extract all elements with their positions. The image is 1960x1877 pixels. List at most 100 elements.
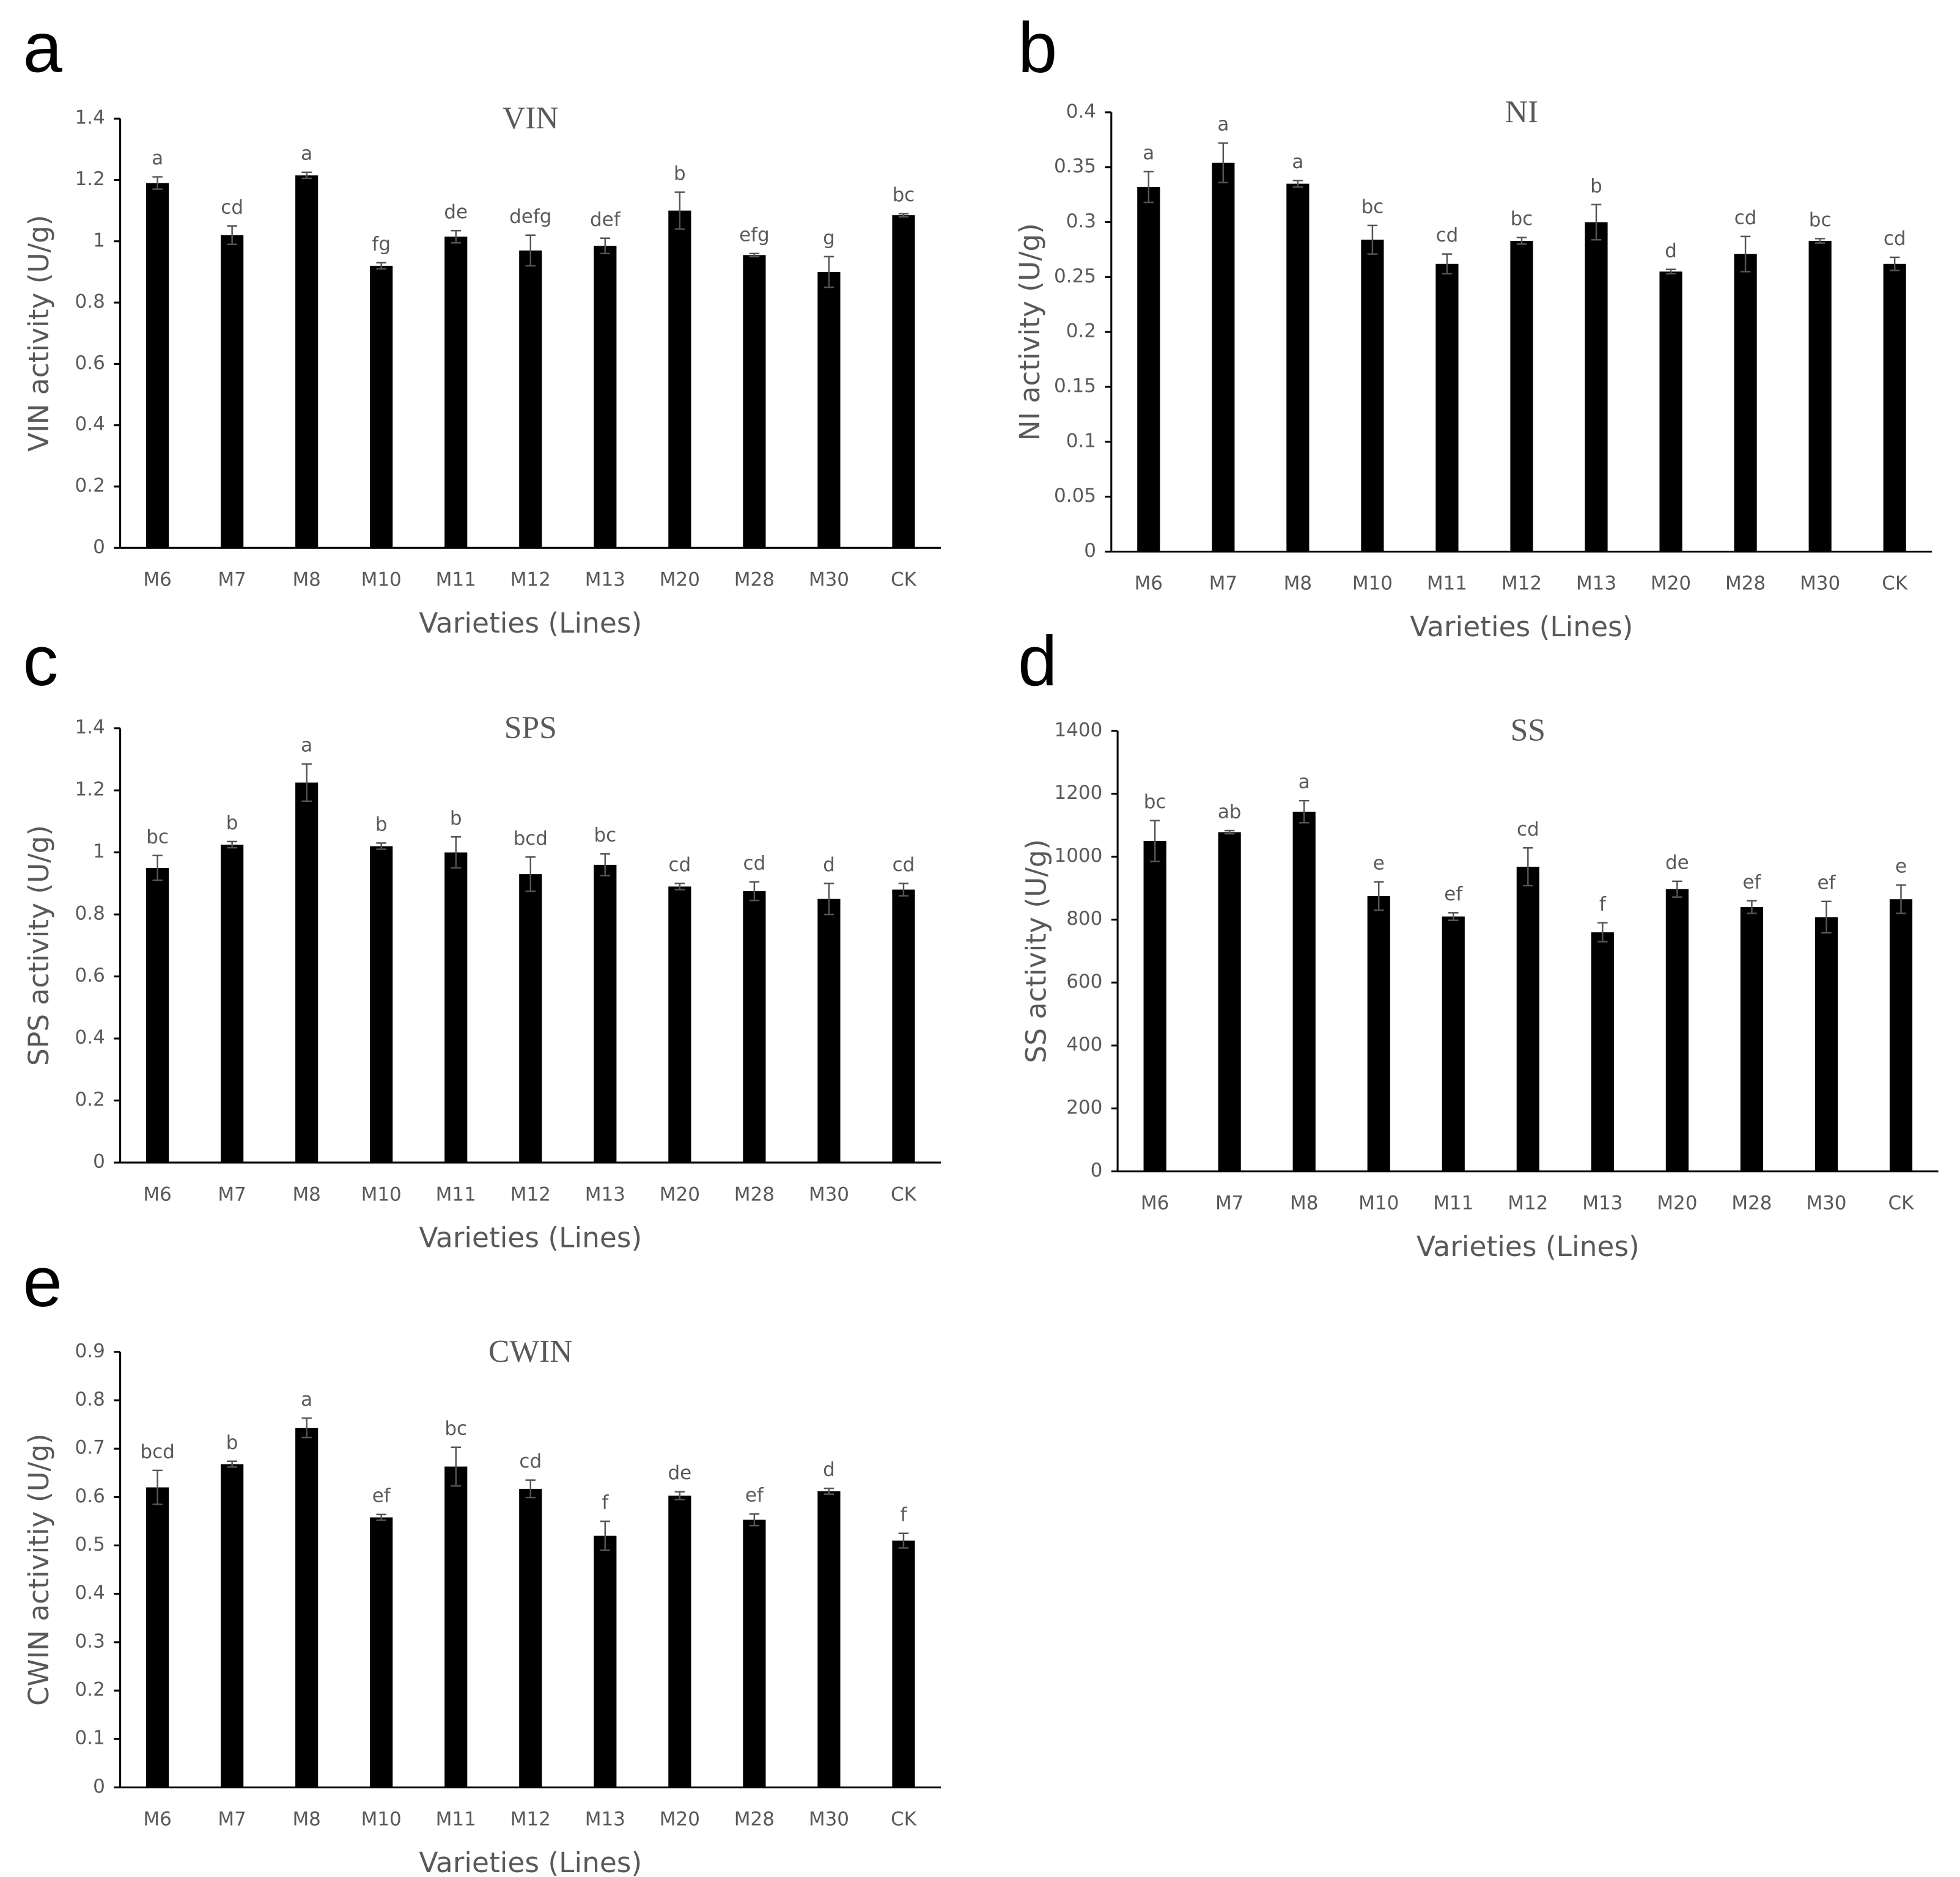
significance-label: b: [674, 163, 686, 185]
significance-label: de: [668, 1462, 691, 1484]
bar: [817, 898, 841, 1163]
x-tick-label: M12: [1508, 1192, 1548, 1214]
panel-label: c: [23, 621, 59, 700]
error-bar: [1591, 204, 1602, 241]
x-tick-label: M8: [292, 1183, 320, 1205]
y-tick-label: 0.5: [75, 1534, 105, 1556]
x-tick-label: CK: [891, 1809, 917, 1831]
x-tick-label: M13: [585, 1809, 625, 1831]
error-bar: [301, 763, 312, 803]
x-tick-label: M6: [143, 1809, 171, 1831]
error-bar: [1373, 881, 1384, 911]
significance-label: bc: [594, 825, 616, 847]
panel-label: e: [23, 1242, 62, 1321]
significance-label: bcd: [140, 1441, 174, 1463]
significance-label: a: [1299, 771, 1310, 793]
x-tick-label: CK: [891, 569, 917, 591]
error-bar: [376, 842, 386, 850]
error-bar: [1665, 268, 1676, 275]
x-tick-label: M6: [143, 1183, 171, 1205]
x-tick-label: M20: [1651, 573, 1691, 595]
y-tick-label: 1: [93, 840, 105, 862]
error-bar: [749, 881, 760, 902]
x-tick-label: M13: [1582, 1192, 1623, 1214]
bar: [1659, 271, 1682, 552]
x-tick-label: M13: [585, 569, 625, 591]
y-tick-label: 0.9: [75, 1340, 105, 1362]
error-bar: [227, 1460, 237, 1468]
significance-label: ab: [1218, 801, 1242, 823]
error-bar: [376, 262, 386, 270]
y-tick-label: 400: [1066, 1034, 1102, 1056]
chart-title: SPS: [504, 711, 557, 746]
x-tick-label: M11: [436, 1809, 476, 1831]
error-bar: [1442, 253, 1453, 275]
y-tick-label: 0.6: [75, 352, 105, 374]
y-tick-label: 1: [93, 229, 105, 251]
x-tick-label: M30: [1806, 1192, 1846, 1214]
significance-label: ef: [1817, 872, 1836, 894]
significance-label: a: [1143, 142, 1154, 164]
significance-label: f: [602, 1492, 609, 1514]
x-tick-label: M7: [218, 1809, 246, 1831]
bar: [1137, 186, 1160, 552]
y-tick-label: 1200: [1054, 782, 1102, 804]
error-bar: [301, 171, 312, 180]
y-tick-label: 0.2: [1066, 320, 1096, 342]
y-tick-label: 0.4: [75, 413, 105, 435]
error-bar: [152, 854, 163, 881]
y-axis-title: SPS activity (U/g): [23, 825, 55, 1066]
chart-title: CWIN: [488, 1334, 573, 1369]
y-tick-label: 0.4: [75, 1582, 105, 1604]
bar: [1212, 163, 1235, 552]
y-tick-label: 1.4: [75, 107, 105, 129]
error-bar: [823, 255, 834, 288]
bar: [1286, 183, 1310, 552]
error-bar: [451, 836, 462, 869]
significance-label: cd: [1436, 224, 1459, 246]
x-tick-label: CK: [1888, 1192, 1915, 1214]
significance-label: ef: [1444, 883, 1463, 905]
y-tick-label: 0.8: [75, 903, 105, 925]
x-tick-label: M12: [510, 1809, 551, 1831]
x-tick-label: M10: [361, 1809, 402, 1831]
y-tick-label: 0: [93, 536, 105, 558]
significance-label: bc: [146, 826, 169, 848]
significance-label: bc: [893, 184, 915, 206]
y-tick-label: 0.4: [1066, 100, 1096, 122]
bar: [668, 1495, 691, 1788]
y-tick-label: 1.4: [75, 716, 105, 738]
bar: [1591, 932, 1614, 1172]
bar: [370, 265, 393, 548]
x-tick-label: M30: [1800, 573, 1840, 595]
y-tick-label: 0.2: [75, 1089, 105, 1111]
error-bar: [1814, 238, 1826, 244]
bar: [1367, 896, 1390, 1172]
error-bar: [600, 1520, 611, 1551]
x-tick-label: M28: [734, 1809, 775, 1831]
x-tick-label: M20: [660, 569, 700, 591]
x-tick-label: M6: [1135, 573, 1163, 595]
bar: [892, 889, 915, 1163]
significance-label: bc: [1361, 196, 1384, 218]
significance-label: def: [590, 208, 621, 230]
significance-label: cd: [669, 854, 691, 876]
error-bar: [525, 234, 536, 267]
bar: [743, 891, 766, 1163]
y-tick-label: 0.05: [1054, 485, 1096, 507]
error-bar: [674, 1491, 685, 1500]
y-axis-title: SS activity (U/g): [1020, 839, 1053, 1063]
significance-label: a: [301, 735, 312, 757]
chart-title: SS: [1511, 713, 1546, 748]
x-tick-label: M10: [1358, 1192, 1399, 1214]
error-bar: [674, 191, 685, 230]
significance-label: d: [823, 1459, 835, 1481]
error-bar: [1218, 142, 1229, 184]
bar: [444, 852, 468, 1163]
error-bar: [1821, 900, 1832, 934]
bar: [817, 271, 841, 548]
y-tick-label: 0.35: [1054, 155, 1096, 177]
y-tick-label: 0: [1084, 540, 1096, 562]
significance-label: f: [1599, 893, 1607, 915]
